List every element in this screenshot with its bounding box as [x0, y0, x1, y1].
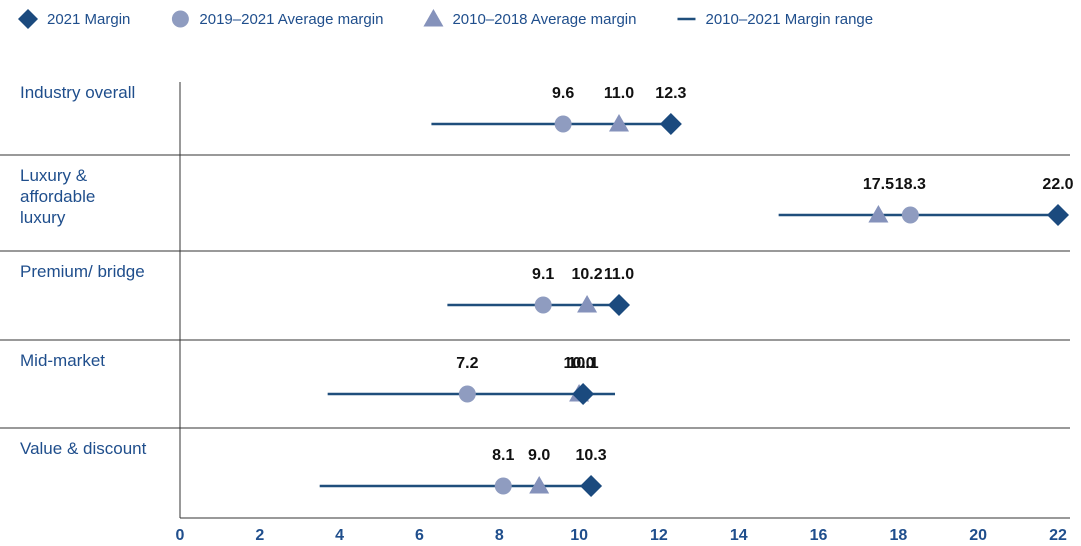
- data-label: 9.0: [528, 447, 550, 464]
- x-tick-label: 0: [176, 527, 185, 544]
- category-label: Industry overall: [20, 83, 136, 102]
- x-tick-label: 14: [730, 527, 748, 544]
- marker-circle: [534, 296, 552, 314]
- marker-triangle: [609, 114, 629, 132]
- data-label: 17.5: [863, 176, 894, 193]
- x-tick-label: 10: [570, 527, 588, 544]
- category-label: Premium/ bridge: [20, 262, 145, 281]
- x-tick-label: 2: [255, 527, 264, 544]
- legend-marker: [171, 10, 189, 28]
- data-label: 7.2: [456, 355, 478, 372]
- marker-diamond: [572, 383, 595, 405]
- data-label: 9.6: [552, 85, 574, 102]
- category-label: Luxury & affordable luxury: [20, 166, 96, 227]
- data-label: 11.0: [604, 266, 634, 283]
- x-tick-label: 18: [889, 527, 907, 544]
- data-label: 10.3: [575, 447, 606, 464]
- marker-circle: [554, 115, 572, 133]
- legend-label: 2010–2021 Margin range: [705, 11, 873, 28]
- x-tick-label: 6: [415, 527, 424, 544]
- data-label: 11.0: [604, 85, 634, 102]
- marker-circle: [494, 477, 512, 495]
- data-label: 10.0: [564, 355, 595, 372]
- data-label: 10.2: [572, 266, 603, 283]
- x-tick-label: 20: [969, 527, 987, 544]
- legend-label: 2019–2021 Average margin: [199, 11, 383, 28]
- data-label: 10.1: [568, 355, 599, 372]
- data-label: 12.3: [655, 85, 686, 102]
- legend-label: 2010–2018 Average margin: [452, 11, 636, 28]
- marker-triangle: [529, 476, 550, 494]
- legend-marker: [18, 9, 38, 29]
- x-tick-label: 4: [335, 527, 344, 544]
- marker-diamond: [580, 475, 603, 497]
- data-label: 9.1: [532, 266, 554, 283]
- x-tick-label: 16: [810, 527, 828, 544]
- marker-diamond: [1047, 204, 1069, 226]
- marker-triangle: [577, 295, 598, 313]
- data-label: 8.1: [492, 447, 514, 464]
- category-label: Value & discount: [20, 439, 147, 458]
- x-tick-label: 12: [650, 527, 668, 544]
- x-tick-label: 8: [495, 527, 504, 544]
- marker-circle: [458, 385, 476, 403]
- marker-triangle: [868, 205, 889, 223]
- marker-diamond: [659, 113, 682, 135]
- marker-circle: [901, 206, 919, 224]
- data-label: 22.0: [1042, 176, 1073, 193]
- data-label: 18.3: [895, 176, 926, 193]
- category-label: Mid-market: [20, 351, 106, 370]
- marker-diamond: [608, 294, 630, 316]
- legend-marker: [423, 9, 444, 27]
- legend-label: 2021 Margin: [47, 11, 130, 28]
- x-tick-label: 22: [1049, 527, 1067, 544]
